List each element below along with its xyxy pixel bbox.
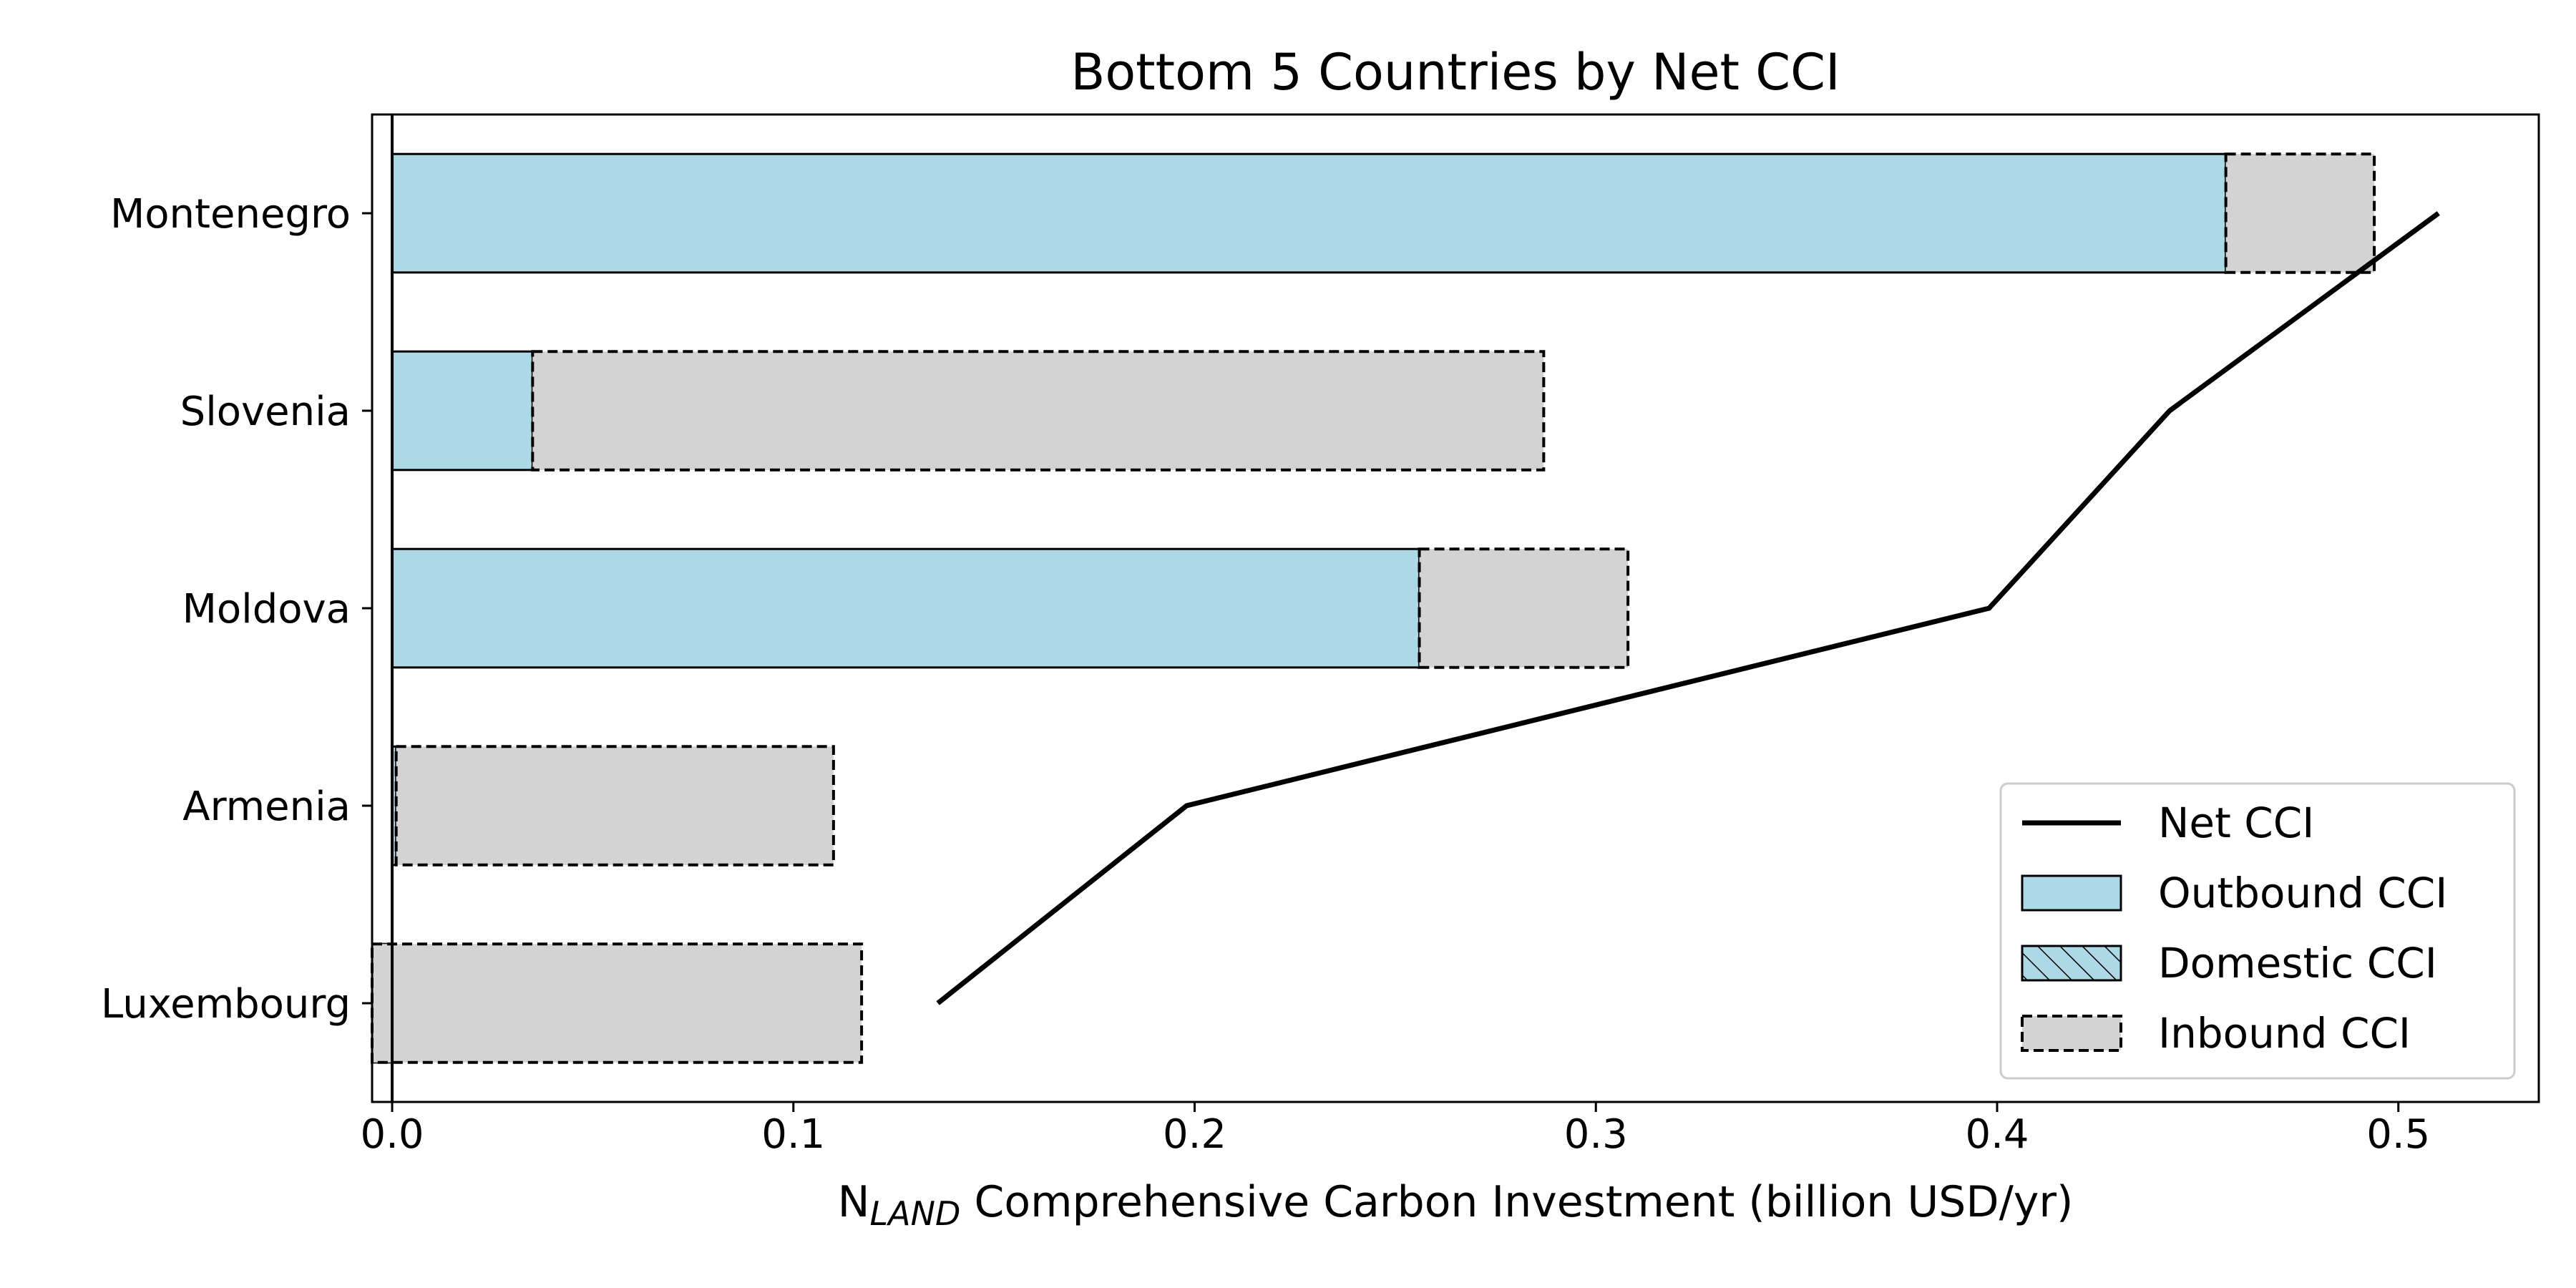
x-axis-label-prefix: N [838,1177,870,1227]
x-axis-label-subscript: LAND [869,1194,960,1233]
bar-outbound-montenegro [391,152,2228,274]
bar-inbound-luxembourg [371,942,864,1064]
x-tick-label: 0.0 [361,1111,424,1158]
bar-inbound-moldova [1418,547,1630,669]
legend-label-net-cci: Net CCI [2158,799,2314,847]
x-axis-label-rest: Comprehensive Carbon Investment (billion… [960,1177,2073,1227]
bar-outbound-slovenia [391,350,534,472]
line-layer [936,211,2440,1005]
bar-layer [371,152,2376,1064]
category-label-montenegro: Montenegro [110,191,351,238]
legend-box [1999,782,2516,1080]
category-label-armenia: Armenia [182,784,351,830]
category-label-luxembourg: Luxembourg [101,981,351,1028]
chart-title: Bottom 5 Countries by Net CCI [1070,43,1840,102]
category-label-moldova: Moldova [182,586,351,633]
x-tick-label: 0.3 [1564,1111,1628,1158]
x-tick-label: 0.5 [2366,1111,2430,1158]
x-tick-label: 0.1 [761,1111,825,1158]
legend-label-inbound-cci: Inbound CCI [2158,1009,2411,1058]
bar-outbound-moldova [391,547,1421,669]
bar-inbound-montenegro [2224,152,2376,274]
x-tick-label: 0.2 [1163,1111,1226,1158]
legend-label-domestic-cci: Domestic CCI [2158,939,2437,987]
x-tick-label: 0.4 [1965,1111,2029,1158]
x-axis-label: NLAND Comprehensive Carbon Investment (b… [838,1177,2074,1233]
legend-handle-inbound-cci [2021,1015,2122,1052]
axes-layer: 0.0 0.1 0.2 0.3 0.4 0.5 Montenegro Slovenia Mold… [101,113,2540,1158]
legend: Net CCI Outbound CCI Domestic CCI Inbound C… [1999,782,2516,1080]
bar-inbound-armenia [394,745,835,867]
net-cci-line [936,211,2440,1005]
legend-handle-domestic-cci [2021,945,2122,982]
bar-inbound-slovenia [531,350,1546,472]
category-label-slovenia: Slovenia [180,389,351,435]
legend-label-outbound-cci: Outbound CCI [2158,869,2447,917]
legend-handle-outbound-cci [2021,874,2122,912]
